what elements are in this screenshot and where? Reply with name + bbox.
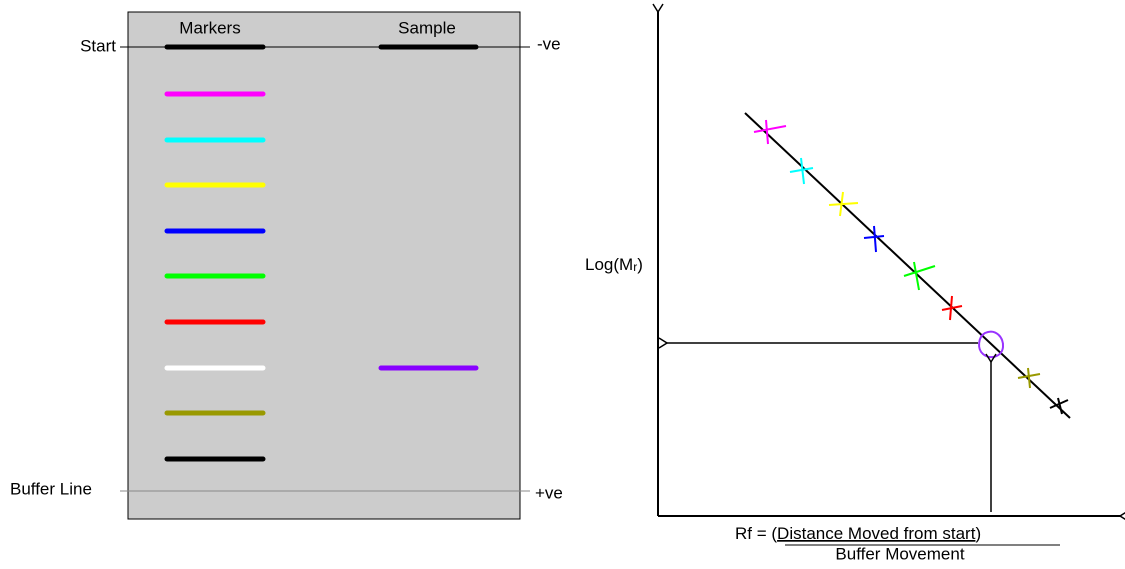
gel [127,11,521,520]
point [828,191,859,217]
x-axis-label: Rf = (Distance Moved from start) [735,524,981,543]
y-label-subscript: r [633,260,637,274]
point [1049,397,1069,415]
negative-label: -ve [537,34,561,53]
point [903,261,936,291]
point [863,225,885,253]
fit-line [744,112,1071,419]
point [941,295,963,321]
lane-label: Sample [398,18,456,37]
sample-bands [378,44,479,371]
positive-label: +ve [535,483,563,502]
point [753,119,787,145]
marker-bands [164,44,266,462]
point [1017,367,1041,389]
x-label-numerator: Distance Moved from start [777,524,976,543]
x-label-prefix: Rf = ( [735,524,777,543]
lane-label: Markers [179,18,240,37]
y-axis-label: Log(Mr) [585,255,643,274]
y-label-prefix: Log(M [585,255,633,274]
x-label-suffix: ) [975,524,981,543]
y-label-suffix: ) [637,255,643,274]
point [789,157,814,185]
marker-points [753,119,1069,415]
x-label-denominator: Buffer Movement [835,544,964,563]
buffer-label: Buffer Line [10,479,92,498]
start-label: Start [80,36,116,55]
